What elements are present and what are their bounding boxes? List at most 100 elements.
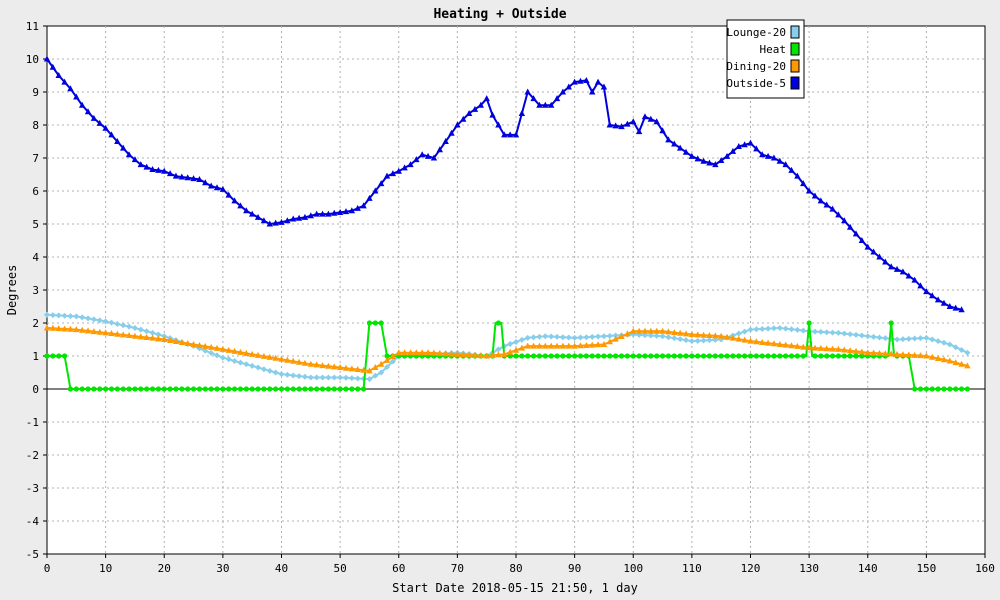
data-point — [424, 349, 432, 356]
data-point — [934, 354, 942, 361]
data-point — [641, 113, 649, 120]
data-point — [436, 349, 443, 356]
data-point — [647, 115, 655, 122]
data-point — [161, 167, 168, 174]
data-point — [694, 337, 701, 344]
data-point — [917, 282, 924, 289]
data-point — [671, 140, 678, 147]
data-point — [108, 131, 115, 138]
data-point — [114, 386, 120, 392]
data-point — [554, 353, 560, 359]
data-point — [811, 328, 818, 335]
data-point — [665, 353, 672, 359]
data-point — [542, 333, 549, 340]
data-point — [747, 353, 754, 359]
data-point — [835, 345, 842, 352]
legend-label: Dining-20 — [726, 60, 786, 73]
data-point — [155, 331, 162, 338]
data-point — [864, 349, 871, 356]
data-point — [741, 328, 748, 335]
y-axis-label: Degrees — [5, 265, 19, 316]
data-point — [302, 386, 308, 392]
data-point — [384, 353, 390, 359]
data-point — [542, 101, 549, 108]
data-point — [653, 332, 660, 339]
data-point — [266, 220, 273, 227]
data-point — [471, 351, 479, 358]
x-tick-label: 40 — [275, 562, 288, 575]
data-point — [395, 349, 402, 356]
data-point — [49, 312, 56, 319]
data-point — [829, 353, 836, 359]
legend-swatch — [790, 76, 800, 90]
data-point — [225, 356, 232, 363]
data-point — [571, 78, 578, 85]
y-tick-label: 0 — [32, 383, 39, 396]
data-point — [495, 351, 502, 358]
data-point — [952, 344, 959, 351]
data-point — [641, 327, 649, 334]
data-point — [659, 127, 666, 134]
x-axis-label: Start Date 2018-05-15 21:50, 1 day — [392, 581, 638, 595]
data-point — [296, 373, 303, 380]
data-point — [155, 335, 162, 342]
data-point — [460, 115, 467, 122]
data-point — [753, 145, 760, 152]
data-point — [108, 330, 115, 337]
data-point — [700, 331, 707, 338]
data-point — [583, 76, 590, 83]
legend: Lounge-20 Heat Dining-20 Outside-5 — [726, 19, 805, 99]
x-tick-label: 50 — [334, 562, 347, 575]
data-point — [155, 166, 162, 173]
data-point — [155, 386, 161, 392]
data-point — [624, 330, 631, 337]
data-point — [97, 386, 103, 392]
data-point — [847, 353, 853, 359]
data-point — [695, 353, 701, 359]
data-point — [899, 351, 907, 358]
data-point — [595, 353, 601, 359]
data-point — [595, 333, 602, 340]
data-point — [178, 338, 186, 345]
data-point — [295, 214, 303, 221]
data-point — [806, 320, 812, 326]
data-point — [694, 155, 701, 162]
data-point — [800, 353, 806, 359]
x-tick-label: 80 — [509, 562, 522, 575]
data-point — [940, 356, 948, 363]
data-point — [308, 386, 314, 392]
data-point — [572, 353, 578, 359]
data-point — [747, 326, 754, 333]
data-point — [952, 359, 959, 366]
data-point — [342, 208, 350, 215]
y-tick-label: 8 — [32, 119, 39, 132]
data-point — [630, 327, 637, 334]
data-point — [143, 328, 150, 335]
data-point — [513, 338, 519, 345]
data-point — [894, 336, 901, 343]
data-point — [506, 348, 514, 355]
legend-swatch — [790, 25, 800, 39]
data-point — [765, 353, 771, 359]
data-point — [137, 161, 144, 168]
data-point — [284, 217, 291, 224]
data-point — [671, 353, 677, 359]
data-point — [384, 364, 391, 370]
data-point — [360, 202, 367, 209]
data-point — [724, 353, 730, 359]
data-point — [278, 355, 285, 362]
data-point — [489, 351, 496, 358]
data-point — [560, 353, 566, 359]
data-point — [565, 342, 572, 349]
data-point — [776, 324, 783, 331]
data-point — [513, 353, 519, 359]
data-point — [172, 337, 180, 344]
data-point — [366, 376, 373, 383]
data-point — [783, 353, 789, 359]
data-point — [946, 341, 953, 348]
data-point — [524, 88, 531, 95]
data-point — [589, 341, 596, 348]
data-point — [788, 342, 795, 349]
data-point — [735, 335, 742, 342]
data-point — [219, 345, 227, 352]
